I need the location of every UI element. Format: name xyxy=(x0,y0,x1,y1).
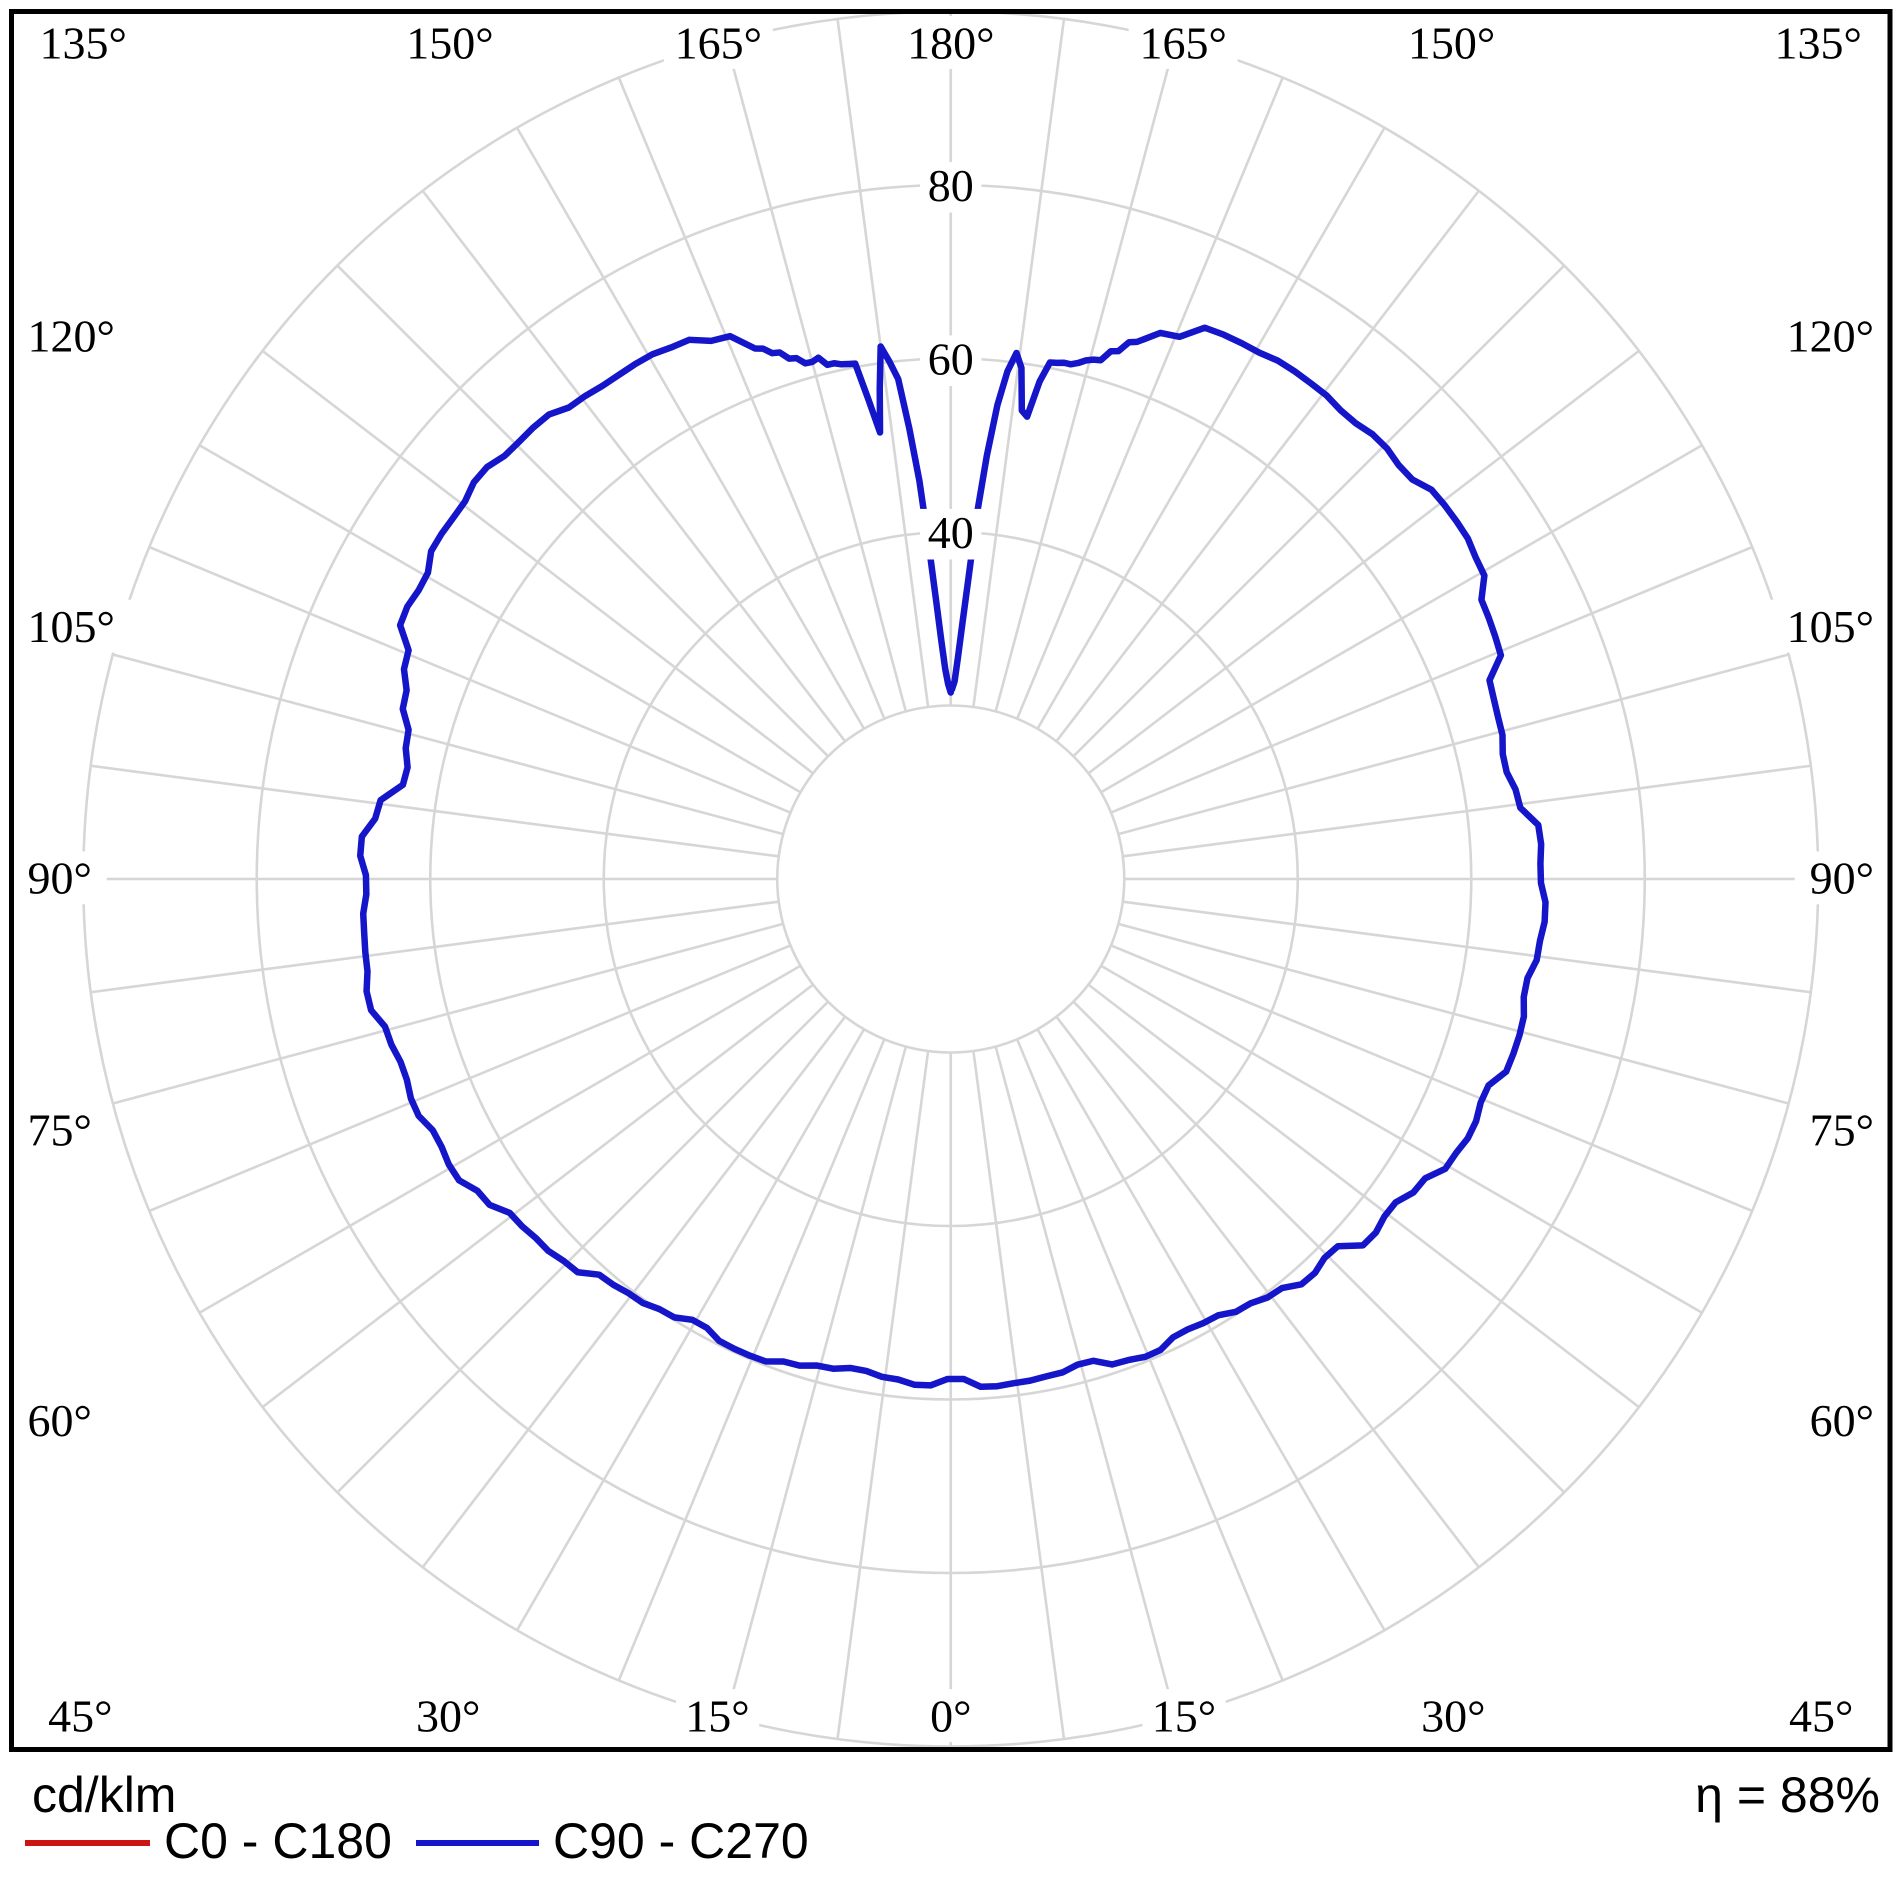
svg-text:C0 - C180: C0 - C180 xyxy=(164,1813,392,1869)
svg-text:120°: 120° xyxy=(1787,310,1874,361)
svg-text:120°: 120° xyxy=(28,310,115,361)
svg-text:90°: 90° xyxy=(1810,853,1874,904)
svg-text:135°: 135° xyxy=(1774,17,1861,68)
svg-text:45°: 45° xyxy=(48,1691,112,1742)
svg-text:135°: 135° xyxy=(39,17,126,68)
svg-text:75°: 75° xyxy=(1810,1104,1874,1155)
svg-text:80: 80 xyxy=(928,160,974,211)
svg-text:105°: 105° xyxy=(28,601,115,652)
svg-text:0°: 0° xyxy=(930,1691,971,1742)
svg-text:40: 40 xyxy=(928,507,974,558)
svg-text:30°: 30° xyxy=(416,1691,480,1742)
svg-text:cd/klm: cd/klm xyxy=(32,1767,176,1823)
svg-text:180°: 180° xyxy=(907,17,994,68)
svg-text:165°: 165° xyxy=(1139,17,1226,68)
svg-text:150°: 150° xyxy=(406,17,493,68)
svg-text:75°: 75° xyxy=(28,1104,92,1155)
svg-text:165°: 165° xyxy=(675,17,762,68)
svg-text:η = 88%: η = 88% xyxy=(1695,1767,1880,1823)
svg-text:C90 - C270: C90 - C270 xyxy=(553,1813,809,1869)
svg-text:90°: 90° xyxy=(28,853,92,904)
svg-text:105°: 105° xyxy=(1787,601,1874,652)
svg-text:15°: 15° xyxy=(1152,1691,1216,1742)
svg-text:60°: 60° xyxy=(1810,1395,1874,1446)
svg-text:45°: 45° xyxy=(1789,1691,1853,1742)
svg-text:60°: 60° xyxy=(28,1395,92,1446)
svg-text:30°: 30° xyxy=(1421,1691,1485,1742)
svg-text:150°: 150° xyxy=(1408,17,1495,68)
svg-text:60: 60 xyxy=(928,334,974,385)
svg-text:15°: 15° xyxy=(685,1691,749,1742)
